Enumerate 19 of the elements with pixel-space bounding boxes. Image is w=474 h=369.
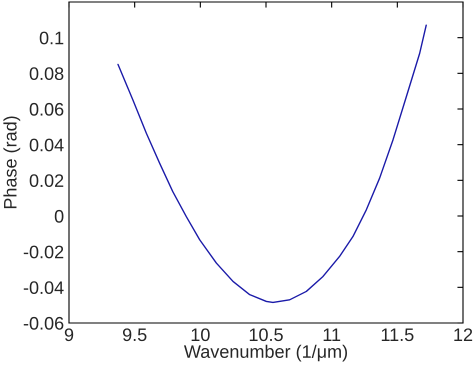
y-tick-label: 0.04 bbox=[30, 138, 64, 152]
x-tick-label: 12 bbox=[454, 328, 472, 341]
x-tick-label: 10 bbox=[192, 328, 210, 342]
y-tick-label: 0 bbox=[54, 210, 64, 223]
x-axis-title: Wavenumber (1/μm) bbox=[184, 344, 348, 362]
y-axis-title: Phase (rad) bbox=[3, 116, 20, 208]
y-tick-label: 0.02 bbox=[30, 174, 64, 188]
x-tick-label: 11.5 bbox=[382, 328, 414, 342]
y-tick-label: 0.06 bbox=[30, 102, 64, 116]
x-tick-label: 10.5 bbox=[250, 328, 283, 342]
y-tick-label: -0.04 bbox=[24, 281, 64, 294]
line-series bbox=[117, 24, 427, 304]
y-tick-label: -0.02 bbox=[24, 246, 64, 258]
y-tick-label: 0.1 bbox=[40, 32, 64, 44]
x-tick-label: 9.5 bbox=[122, 328, 146, 342]
y-tick-label: -0.06 bbox=[24, 316, 64, 330]
y-tick-label: 0.08 bbox=[30, 67, 64, 80]
x-tick-label: 9 bbox=[64, 328, 74, 342]
x-tick-label: 11 bbox=[324, 328, 340, 341]
